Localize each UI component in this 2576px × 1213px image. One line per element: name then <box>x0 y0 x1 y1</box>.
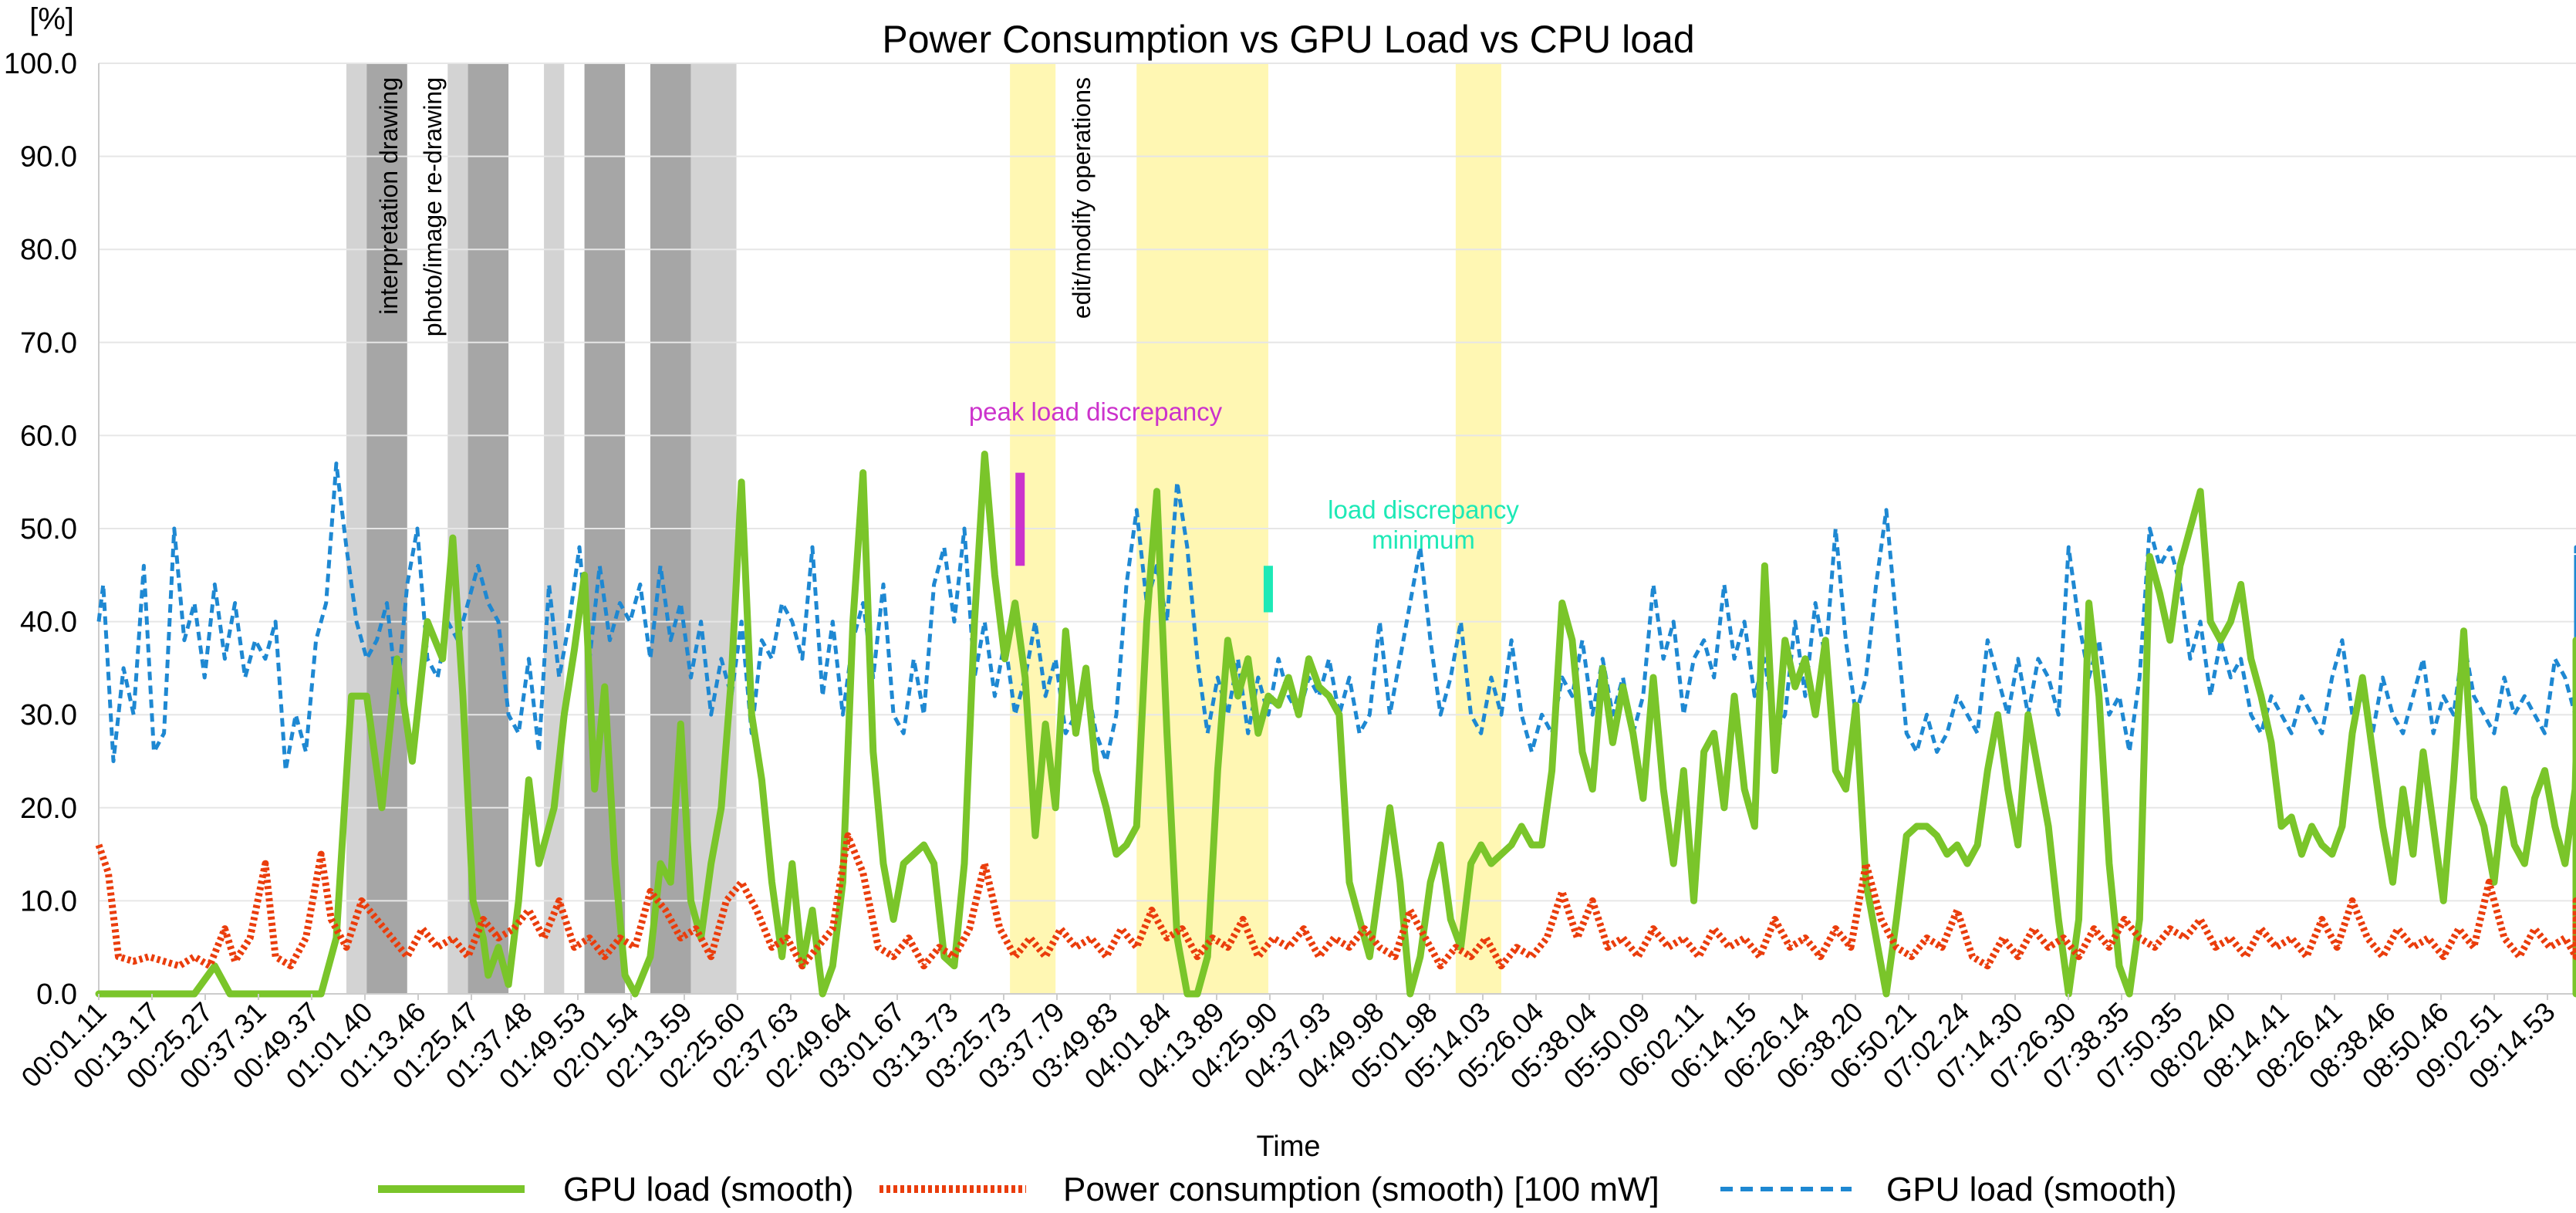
y-tick-labels: 0.0 10.0 20.0 30.0 40.0 50.0 60.0 70.0 80.0 90.0 1… <box>4 48 77 1011</box>
y-tick-label-5: 50.0 <box>20 513 77 546</box>
series-line-2 <box>96 461 2576 773</box>
y-tick-label-6: 60.0 <box>20 420 77 452</box>
x-tick-labels: 00:01.1100:13.1700:25.2700:37.3100:49.37… <box>15 994 2561 1095</box>
y-tick-label-0: 0.0 <box>36 978 77 1011</box>
y-tick-label-9: 90.0 <box>20 141 77 174</box>
peak-discrepancy-label: peak load discrepancy <box>969 397 1223 426</box>
band-label-interpretation-drawing: interpretation drawing <box>375 77 403 315</box>
min-discrepancy-label-line1: load discrepancy <box>1328 495 1519 524</box>
legend-label-gpu-dashed: GPU load (smooth) <box>1886 1171 2177 1208</box>
legend: GPU load (smooth) Power consumption (smo… <box>378 1171 2177 1208</box>
band-label-photo-image-redrawing: photo/image re-drawing <box>419 77 447 336</box>
annotations <box>1015 472 1273 613</box>
legend-label-power: Power consumption (smooth) [100 mW] <box>1063 1171 1659 1208</box>
x-axis-label: Time <box>1256 1130 1320 1163</box>
series-line-1 <box>95 832 2576 970</box>
y-tick-label-3: 30.0 <box>20 699 77 732</box>
min-discrepancy-label-line2: minimum <box>1372 525 1475 554</box>
y-tick-label-2: 20.0 <box>20 792 77 825</box>
band-label-edit-modify: edit/modify operations <box>1068 77 1096 319</box>
y-tick-label-7: 70.0 <box>20 327 77 360</box>
y-tick-label-1: 10.0 <box>20 885 77 917</box>
chart-title: Power Consumption vs GPU Load vs CPU loa… <box>882 18 1694 61</box>
y-tick-label-8: 80.0 <box>20 234 77 266</box>
series-lines <box>95 451 2576 998</box>
series-line-0 <box>95 451 2576 998</box>
legend-label-gpu-solid: GPU load (smooth) <box>563 1171 854 1208</box>
y-tick-label-10: 100.0 <box>4 48 77 80</box>
y-unit-label: [%] <box>29 2 74 36</box>
y-tick-label-4: 40.0 <box>20 606 77 639</box>
